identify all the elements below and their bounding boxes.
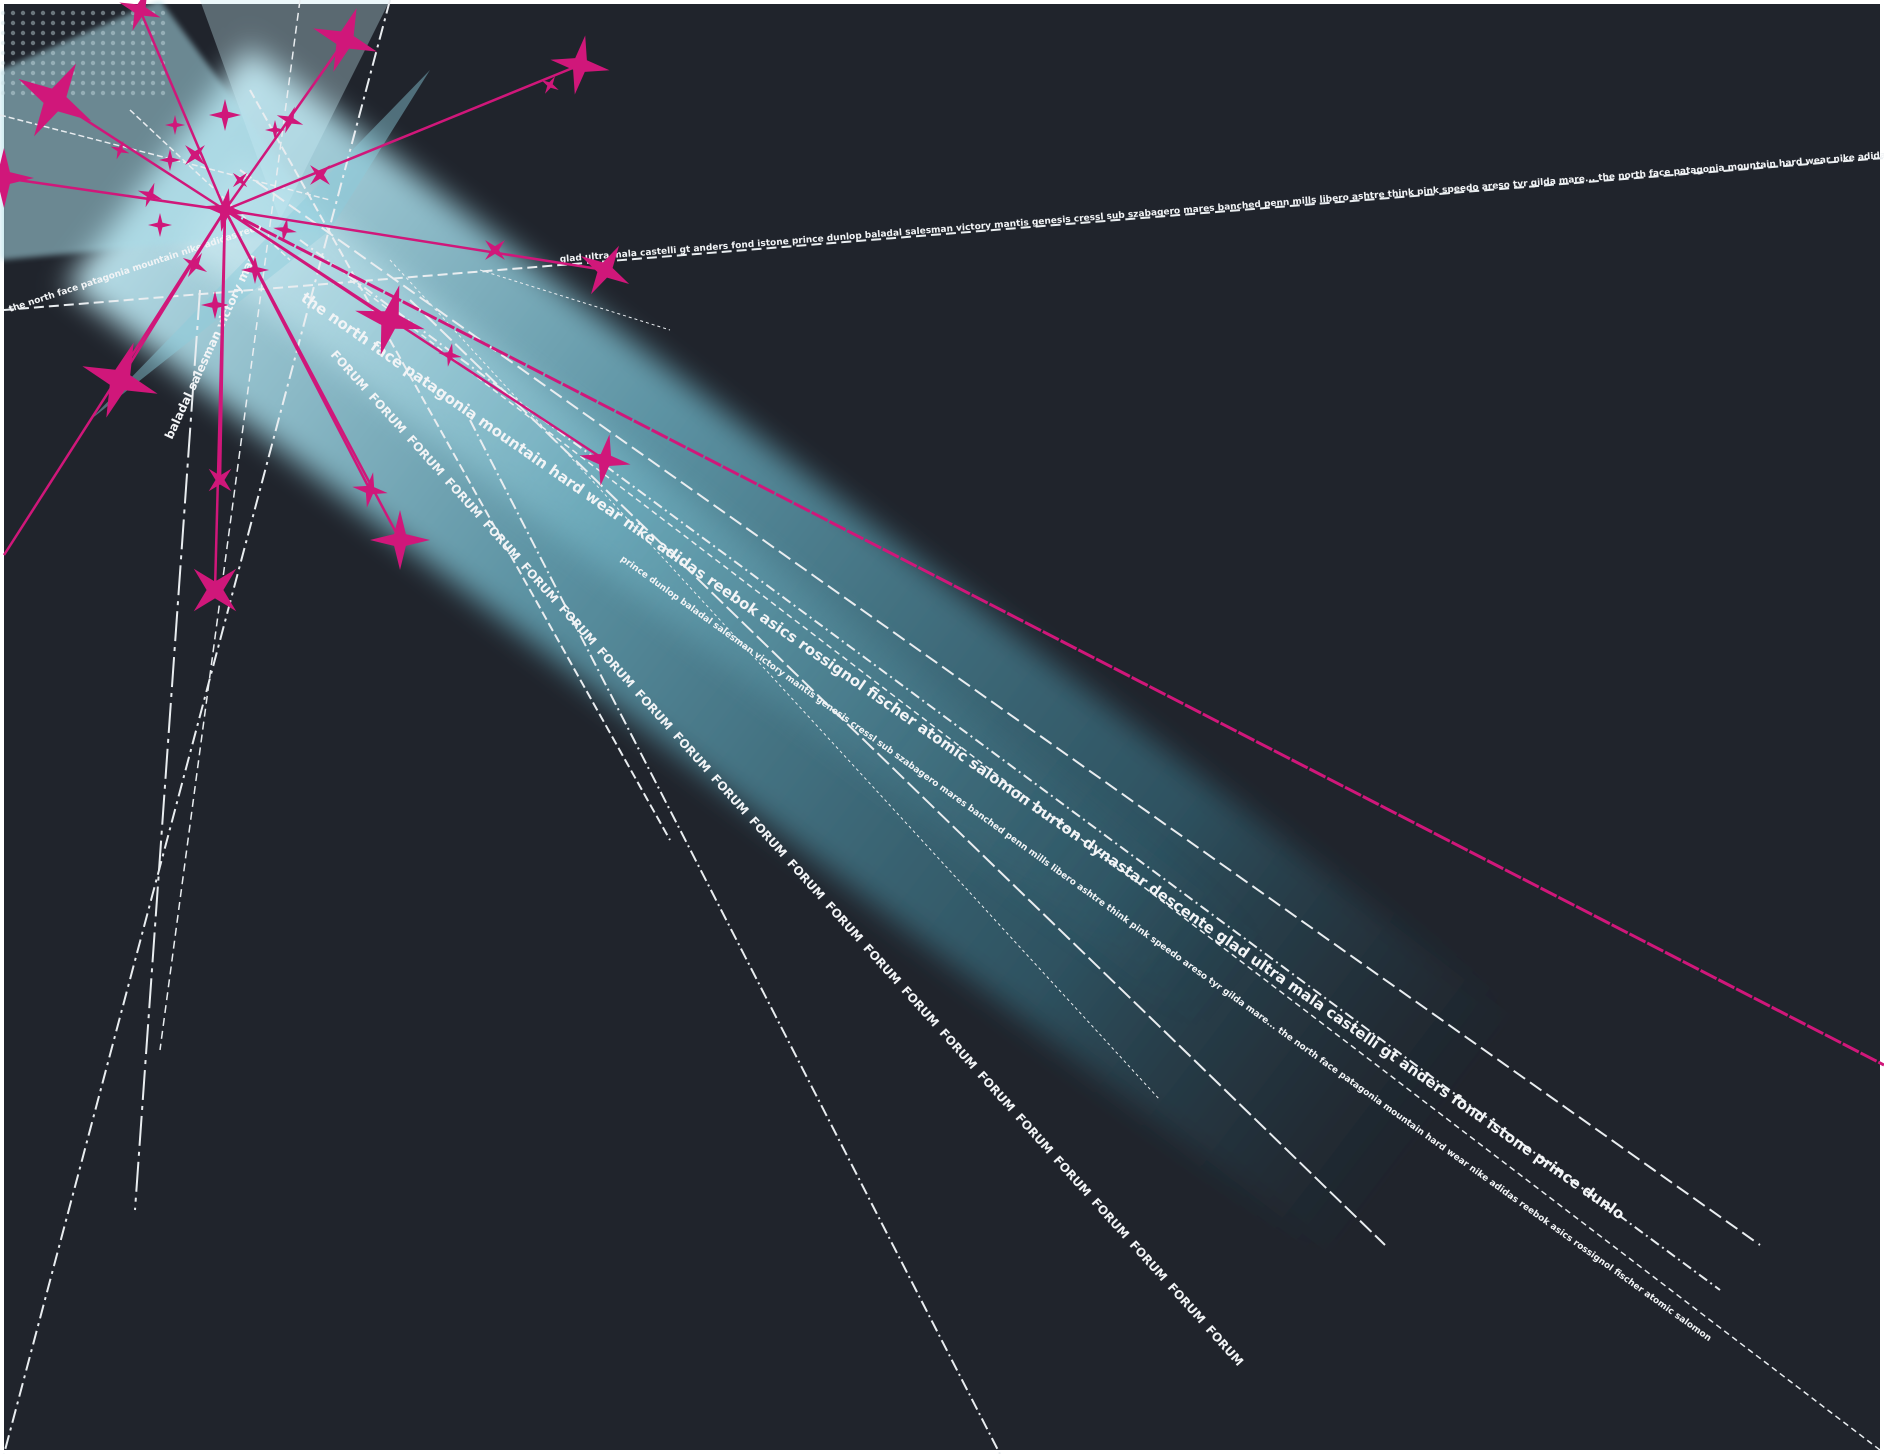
magenta-star [209, 99, 241, 131]
magenta-star [148, 213, 172, 237]
magenta-ray [218, 209, 227, 481]
magenta-star [182, 252, 208, 278]
magenta-star [159, 149, 181, 171]
magenta-star [313, 8, 377, 72]
magenta-star [165, 115, 185, 135]
magenta-long-ray [224, 208, 1884, 1067]
magenta-star [193, 568, 237, 612]
dash-line-7 [469, 419, 1001, 1454]
magenta-ray [138, 9, 227, 211]
magenta-star [208, 468, 232, 492]
magenta-star [580, 245, 630, 295]
magenta-star [355, 285, 425, 355]
magenta-star [579, 434, 631, 486]
magenta-star [485, 240, 505, 260]
dash-line-8 [249, 89, 671, 841]
magenta-ray [3, 176, 226, 212]
magenta-star [273, 218, 297, 242]
dash-line-10 [134, 289, 201, 1211]
dash-line-6 [389, 259, 1161, 1101]
magenta-ray [224, 208, 606, 462]
dash-line-9 [3, 0, 391, 1454]
dash-line-11 [159, 0, 301, 1051]
magenta-ray [223, 209, 372, 491]
magenta-star [370, 510, 430, 570]
light-shard-2 [90, 70, 430, 420]
dash-line-5 [409, 299, 1386, 1246]
magenta-star [119, 0, 161, 31]
magenta-star [82, 342, 158, 418]
magenta-star [352, 472, 388, 508]
magenta-star [185, 145, 205, 165]
magenta-star [550, 35, 610, 95]
magenta-star [276, 106, 304, 134]
light-beam-core [174, 154, 1274, 1034]
magenta-star [241, 256, 269, 284]
magenta-ray [223, 39, 347, 211]
magenta-ray [224, 63, 581, 212]
dash-line-14 [0, 114, 331, 201]
magenta-star [541, 76, 559, 94]
magenta-star [137, 182, 163, 208]
magenta-star [203, 188, 247, 232]
magenta-starburst [0, 0, 1884, 1067]
magenta-star [201, 291, 229, 319]
magenta-ray [224, 208, 606, 272]
magenta-star [310, 165, 330, 185]
magenta-star [18, 63, 92, 137]
magenta-star [110, 140, 130, 160]
magenta-star [265, 120, 285, 140]
magenta-star [232, 172, 248, 188]
magenta-star [0, 148, 34, 208]
magenta-star [438, 343, 462, 367]
